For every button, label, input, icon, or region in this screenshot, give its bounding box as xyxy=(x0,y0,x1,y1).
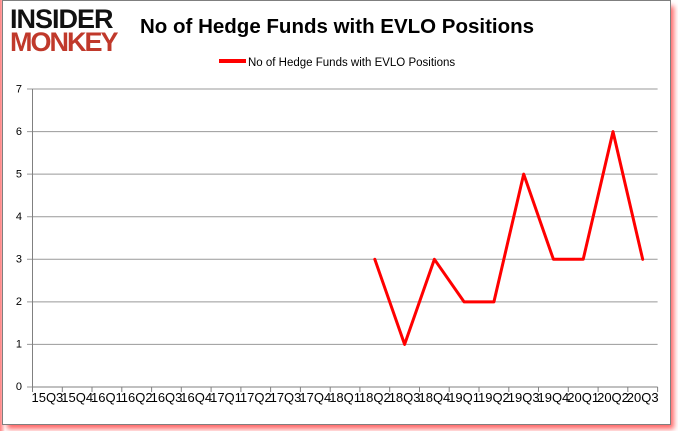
svg-text:18Q1: 18Q1 xyxy=(329,390,361,405)
svg-text:16Q4: 16Q4 xyxy=(180,390,212,405)
svg-text:15Q4: 15Q4 xyxy=(61,390,93,405)
svg-text:18Q3: 18Q3 xyxy=(389,390,421,405)
svg-text:0: 0 xyxy=(16,381,22,393)
svg-text:20Q3: 20Q3 xyxy=(627,390,659,405)
svg-text:15Q3: 15Q3 xyxy=(31,390,63,405)
svg-text:7: 7 xyxy=(16,84,22,96)
svg-text:5: 5 xyxy=(16,169,22,181)
svg-text:17Q2: 17Q2 xyxy=(240,390,272,405)
svg-text:1: 1 xyxy=(16,339,22,351)
svg-text:2: 2 xyxy=(16,296,22,308)
svg-text:19Q1: 19Q1 xyxy=(448,390,480,405)
svg-text:20Q2: 20Q2 xyxy=(597,390,629,405)
svg-text:19Q3: 19Q3 xyxy=(508,390,540,405)
svg-text:6: 6 xyxy=(16,126,22,138)
svg-text:17Q1: 17Q1 xyxy=(210,390,242,405)
svg-text:4: 4 xyxy=(16,211,22,223)
svg-text:18Q2: 18Q2 xyxy=(359,390,391,405)
svg-text:3: 3 xyxy=(16,254,22,266)
svg-text:16Q3: 16Q3 xyxy=(151,390,183,405)
svg-text:18Q4: 18Q4 xyxy=(418,390,450,405)
svg-text:17Q4: 17Q4 xyxy=(299,390,331,405)
svg-text:20Q1: 20Q1 xyxy=(567,390,599,405)
svg-text:17Q3: 17Q3 xyxy=(270,390,302,405)
svg-text:16Q1: 16Q1 xyxy=(91,390,123,405)
svg-text:19Q4: 19Q4 xyxy=(537,390,569,405)
svg-text:16Q2: 16Q2 xyxy=(121,390,153,405)
svg-text:19Q2: 19Q2 xyxy=(478,390,510,405)
